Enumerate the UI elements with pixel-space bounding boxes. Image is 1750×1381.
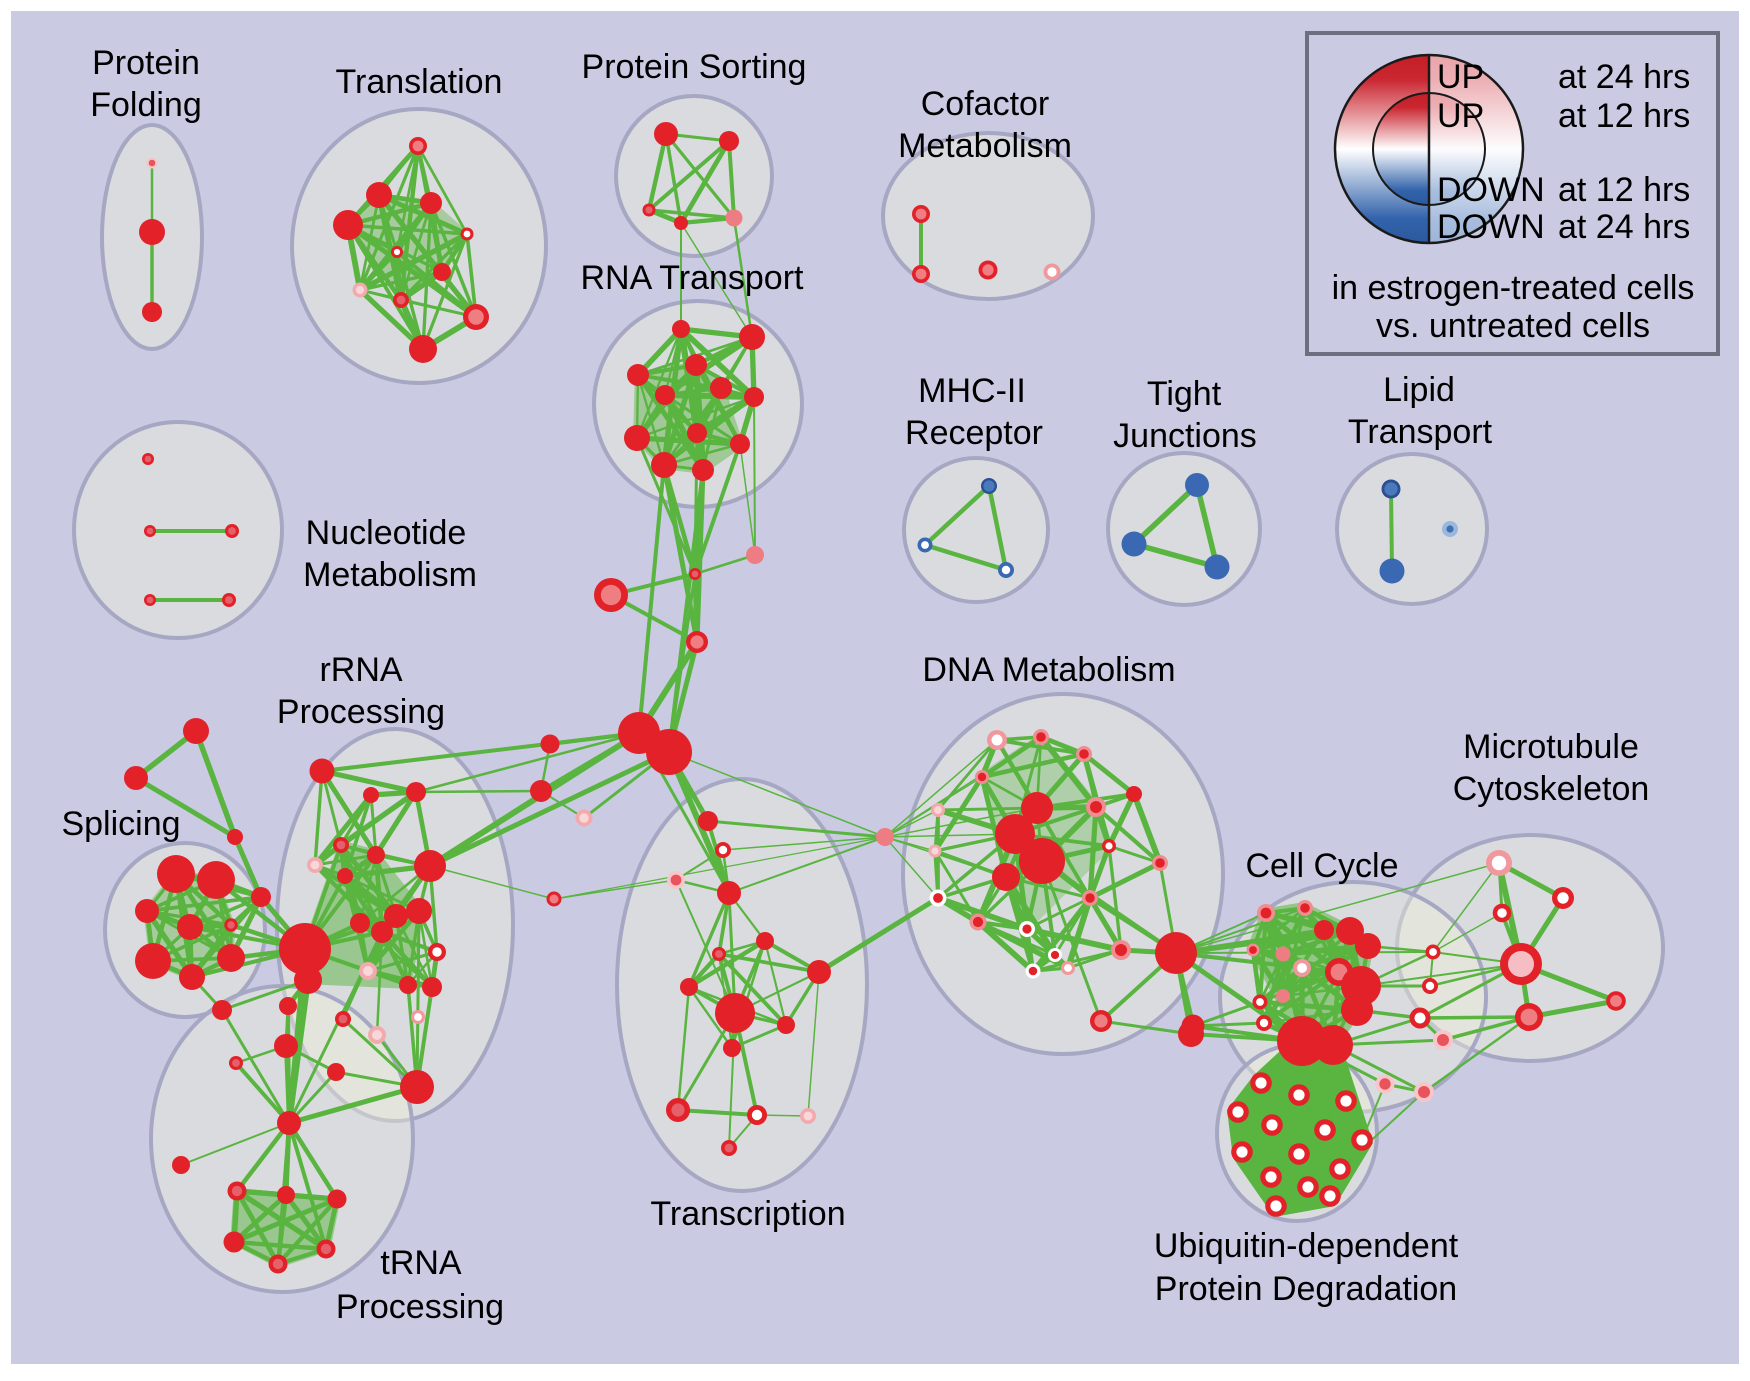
svg-text:Transcription: Transcription xyxy=(650,1195,845,1233)
svg-text:Cytoskeleton: Cytoskeleton xyxy=(1453,770,1650,808)
svg-text:Nucleotide: Nucleotide xyxy=(306,514,467,552)
svg-text:Folding: Folding xyxy=(90,86,202,124)
svg-text:MHC-II: MHC-II xyxy=(918,372,1026,410)
svg-text:in estrogen-treated cells: in estrogen-treated cells xyxy=(1332,269,1695,307)
svg-text:DOWN: DOWN xyxy=(1437,208,1545,246)
svg-text:DNA Metabolism: DNA Metabolism xyxy=(922,651,1175,689)
svg-text:at 24 hrs: at 24 hrs xyxy=(1558,58,1690,96)
svg-text:vs. untreated cells: vs. untreated cells xyxy=(1376,307,1650,345)
svg-text:Protein: Protein xyxy=(92,44,200,82)
svg-text:Tight: Tight xyxy=(1147,375,1222,413)
svg-text:Lipid: Lipid xyxy=(1383,371,1455,409)
svg-text:DOWN: DOWN xyxy=(1437,171,1545,209)
svg-text:Splicing: Splicing xyxy=(61,805,180,843)
svg-text:Processing: Processing xyxy=(277,693,445,731)
svg-text:Protein Sorting: Protein Sorting xyxy=(582,48,807,86)
svg-text:Protein Degradation: Protein Degradation xyxy=(1155,1270,1457,1308)
svg-text:RNA Transport: RNA Transport xyxy=(581,259,805,297)
svg-text:UP: UP xyxy=(1437,97,1484,135)
svg-text:Cell Cycle: Cell Cycle xyxy=(1245,847,1398,885)
svg-text:at 24 hrs: at 24 hrs xyxy=(1558,208,1690,246)
svg-text:Ubiquitin-dependent: Ubiquitin-dependent xyxy=(1154,1227,1459,1265)
svg-text:tRNA: tRNA xyxy=(380,1244,462,1282)
svg-text:Metabolism: Metabolism xyxy=(898,127,1072,165)
svg-text:UP: UP xyxy=(1437,58,1484,96)
svg-text:at 12 hrs: at 12 hrs xyxy=(1558,171,1690,209)
svg-text:Microtubule: Microtubule xyxy=(1463,728,1639,766)
svg-text:Translation: Translation xyxy=(336,63,503,101)
svg-text:Receptor: Receptor xyxy=(905,414,1043,452)
svg-text:Junctions: Junctions xyxy=(1113,417,1257,455)
svg-text:rRNA: rRNA xyxy=(319,651,402,689)
svg-text:Metabolism: Metabolism xyxy=(303,556,477,594)
svg-text:Transport: Transport xyxy=(1348,413,1493,451)
svg-text:at 12 hrs: at 12 hrs xyxy=(1558,97,1690,135)
svg-text:Processing: Processing xyxy=(336,1288,504,1326)
svg-text:Cofactor: Cofactor xyxy=(921,85,1050,123)
